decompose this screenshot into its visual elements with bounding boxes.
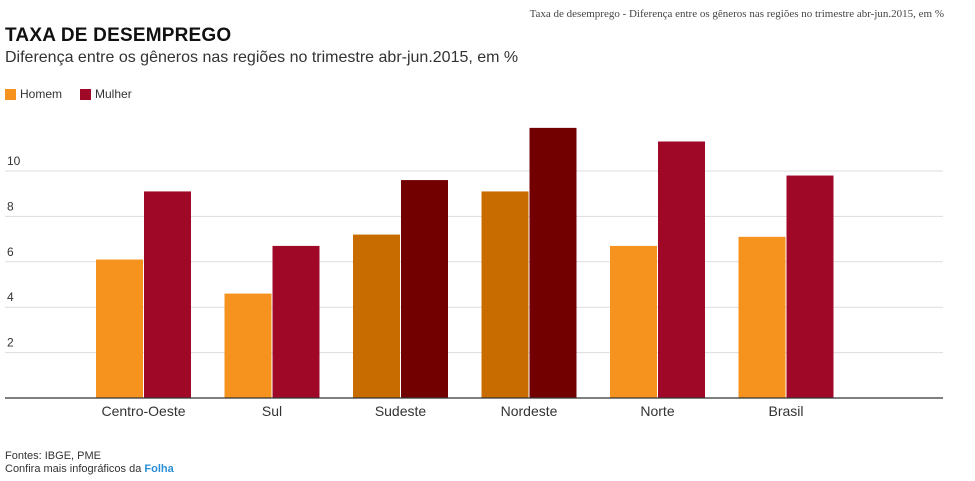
- bar-homem-nordeste: [481, 191, 529, 398]
- bar-mulher-norte: [658, 141, 705, 399]
- bar-chart: 2 4 6 8 10 Centro-Oeste Sul Sudeste Nordeste Nort…: [5, 127, 943, 419]
- top-caption: Taxa de desemprego - Diferença entre os …: [529, 8, 944, 20]
- footer-more: Confira mais infográficos da Folha: [5, 463, 174, 476]
- legend-label-mulher: Mulher: [95, 87, 132, 101]
- y-tick-label: 2: [7, 336, 14, 350]
- legend-swatch-homem: [5, 88, 16, 100]
- x-tick-label: Norte: [640, 403, 674, 419]
- y-tick-label: 6: [7, 245, 14, 259]
- bar-mulher-centro-oeste: [144, 191, 191, 398]
- y-tick-label: 10: [7, 154, 21, 168]
- bar-mulher-nordeste: [529, 127, 577, 399]
- bar-homem-sudeste: [353, 234, 400, 398]
- bar-homem-brasil: [738, 236, 786, 398]
- y-tick-label: 4: [7, 290, 14, 304]
- bar-homem-sul: [224, 293, 272, 398]
- bar-mulher-sul: [272, 245, 320, 398]
- x-tick-label: Centro-Oeste: [101, 403, 185, 419]
- legend-label-homem: Homem: [20, 87, 63, 101]
- bar-homem-centro-oeste: [96, 259, 143, 398]
- bar-mulher-sudeste: [401, 180, 448, 398]
- bar-homem-norte: [610, 245, 657, 398]
- footer-sources: Fontes: IBGE, PME: [5, 450, 101, 462]
- chart-title: TAXA DE DESEMPREGO: [5, 25, 232, 46]
- legend-item-mulher[interactable]: Mulher: [80, 87, 132, 101]
- legend: Homem Mulher: [5, 87, 132, 101]
- folha-link[interactable]: Folha: [144, 463, 174, 475]
- y-tick-label: 8: [7, 199, 14, 213]
- x-tick-label: Sudeste: [375, 403, 427, 419]
- chart-subtitle: Diferença entre os gêneros nas regiões n…: [5, 49, 519, 66]
- footer-more-text: Confira mais infográficos da: [5, 463, 145, 475]
- x-tick-label: Sul: [262, 403, 282, 419]
- legend-swatch-mulher: [80, 88, 92, 100]
- bar-mulher-brasil: [786, 175, 834, 398]
- x-tick-label: Brasil: [768, 403, 803, 419]
- x-tick-label: Nordeste: [501, 403, 558, 419]
- footer: Fontes: IBGE, PME Confira mais infográfi…: [5, 450, 174, 476]
- legend-item-homem[interactable]: Homem: [5, 87, 62, 101]
